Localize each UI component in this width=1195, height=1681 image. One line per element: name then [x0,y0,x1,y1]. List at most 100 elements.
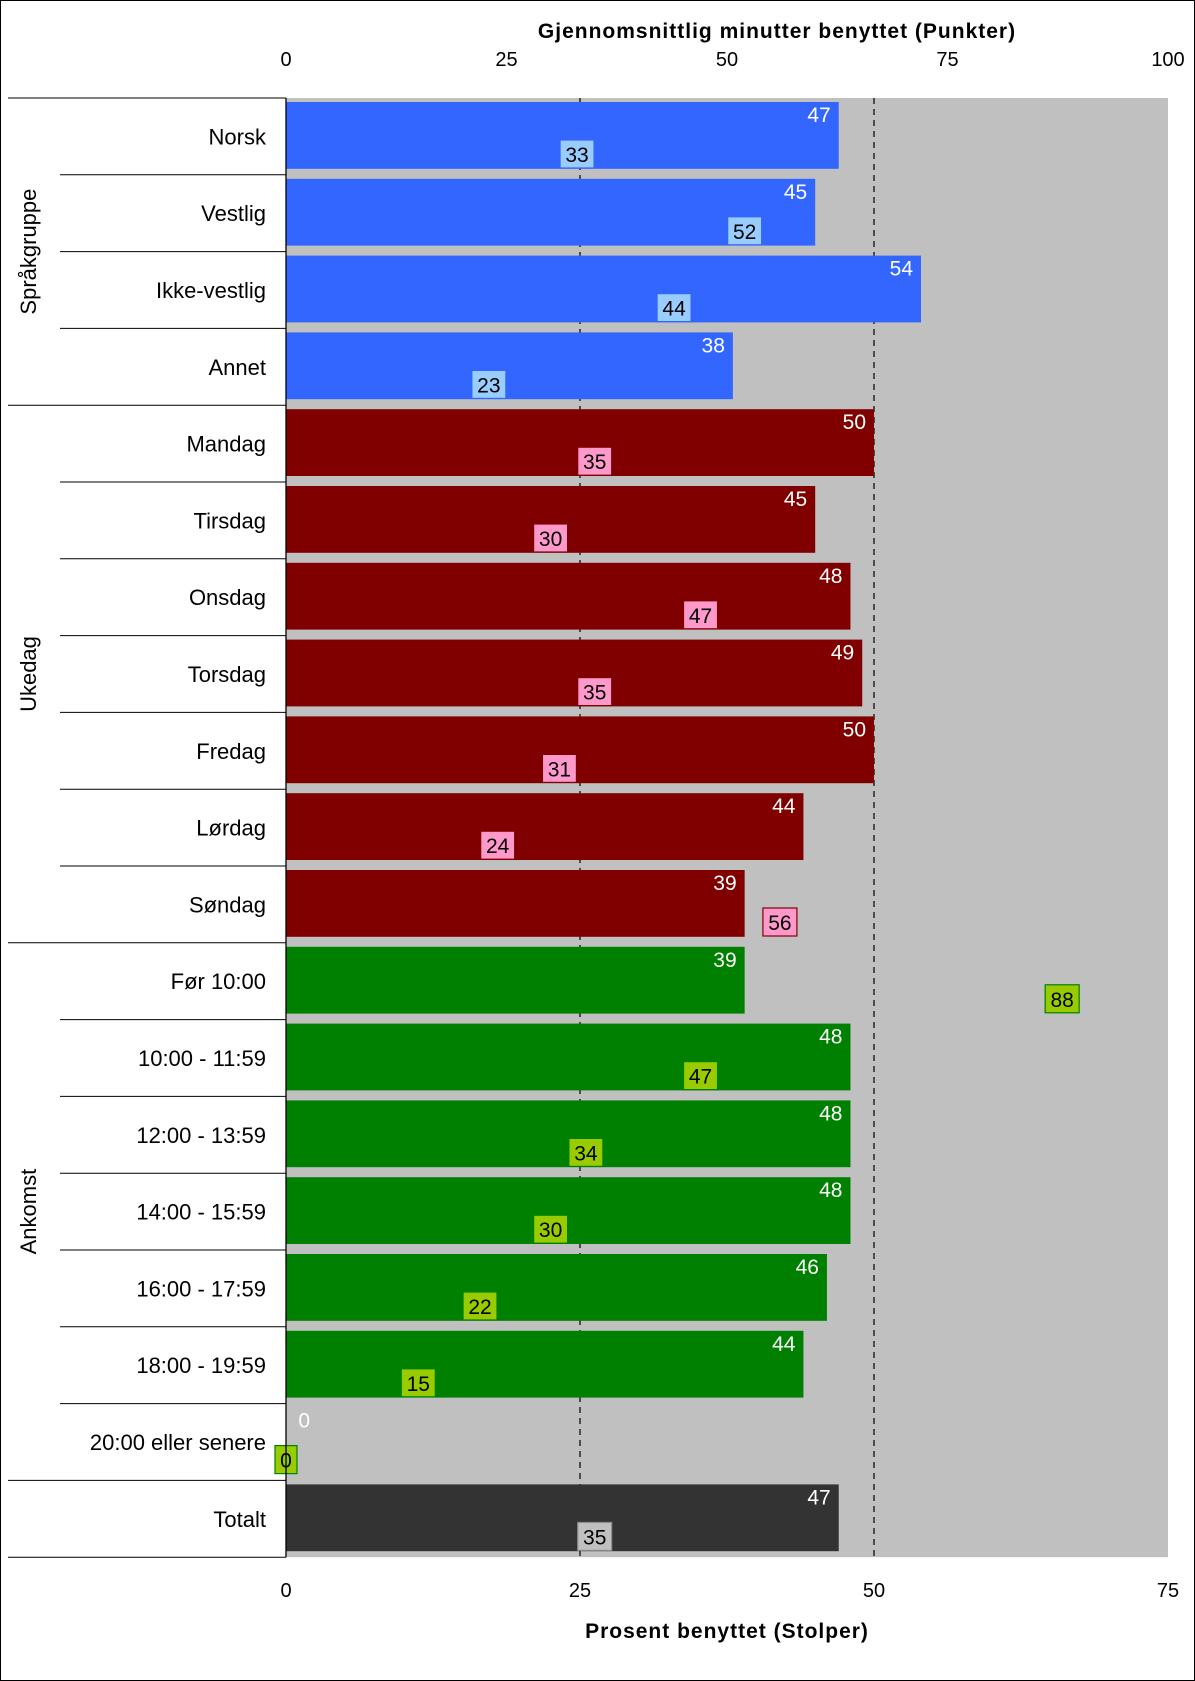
bar [286,178,816,246]
bar [286,946,745,1014]
bar [286,639,863,707]
point-marker [559,139,595,169]
point-value-label: 88 [1050,989,1073,1012]
point-value-label: 44 [662,298,686,321]
category-label: 14:00 - 15:59 [136,1200,266,1225]
point-marker [400,1368,436,1398]
bar-value-label: 47 [807,1486,830,1509]
bar-value-label: 47 [807,104,830,127]
bottom-tick-label: 25 [569,1580,591,1602]
category-label: Onsdag [189,585,266,610]
bar-value-label: 48 [819,1026,842,1049]
point-marker [1044,984,1080,1014]
point-value-label: 23 [477,374,500,397]
points: 33 52 44 23 35 30 47 35 31 24 56 88 47 34 30 22 15 0 35 [274,139,1080,1552]
point-value-label: 35 [583,682,606,705]
point-marker [577,1521,613,1552]
point-value-label: 35 [583,1526,606,1549]
category-label: Totalt [213,1507,266,1532]
category-label: 10:00 - 11:59 [138,1046,266,1071]
point-marker [568,1137,604,1168]
point-marker [682,1060,719,1091]
bottom-axis-title: Prosent benyttet (Stolper) [585,1620,869,1643]
bar-value-label: 45 [784,181,807,204]
category-label: Mandag [186,432,266,457]
category-label: Fredag [196,739,266,764]
point-value-label: 24 [486,835,510,858]
group-label: Ukedag [16,636,41,712]
point-value-label: 47 [689,1066,712,1089]
category-label: 20:00 eller senere [90,1430,266,1455]
point-marker [532,523,569,553]
point-marker [762,907,798,937]
bar-value-label: 46 [796,1256,819,1279]
point-value-label: 15 [407,1373,430,1396]
category-label: Annet [209,355,267,380]
point-value-label: 30 [539,1219,562,1242]
bar-value-label: 38 [702,334,725,357]
bar-value-label: 50 [843,718,866,741]
category-label: Norsk [209,124,267,149]
point-marker [480,830,516,860]
point-value-label: 52 [733,221,756,244]
bottom-tick-label: 0 [280,1580,291,1602]
point-value-label: 56 [768,912,791,935]
bar [286,562,851,630]
bar-value-label: 44 [772,1333,796,1356]
bar [286,1330,804,1398]
top-tick-label: 100 [1151,49,1184,71]
point-marker [471,369,507,399]
category-label: Ikke-vestlig [156,278,266,303]
bar [286,1100,851,1168]
bar [286,793,804,860]
point-marker [727,216,763,246]
category-label: Lørdag [196,816,266,841]
category-label: Vestlig [201,201,266,226]
group-label: Ankomst [16,1169,41,1255]
point-value-label: 34 [574,1142,598,1165]
bar [286,1023,851,1091]
category-label: Før 10:00 [171,969,266,994]
bar [286,255,922,323]
point-marker [462,1291,498,1321]
category-label: 12:00 - 13:59 [136,1123,266,1148]
category-label: Torsdag [188,662,266,687]
point-value-label: 35 [583,451,606,474]
bar-value-label: 48 [819,1102,842,1125]
bar-value-label: 49 [831,642,854,665]
bar [286,1254,827,1321]
category-label: 16:00 - 17:59 [136,1276,266,1301]
point-marker [682,600,719,630]
point-marker [577,676,613,707]
bar-value-label: 48 [819,565,842,588]
bottom-tick-label: 75 [1157,1580,1179,1602]
point-value-label: 22 [468,1296,491,1319]
point-marker [541,753,578,784]
bar [286,1177,851,1244]
bar [286,1484,839,1552]
top-tick-label: 25 [495,49,517,71]
bar-value-label: 54 [890,258,914,281]
bar-value-label: 0 [298,1410,310,1433]
point-marker [532,1214,569,1244]
bar-value-label: 50 [843,411,866,434]
bottom-tick-label: 50 [863,1580,885,1602]
group-label: Språkgruppe [16,189,41,315]
category-label: Tirsdag [193,508,266,533]
category-labels: Norsk Vestlig Ikke-vestlig Annet Mandag Tirsd… [16,124,267,1531]
bar-value-label: 39 [713,872,736,895]
top-axis-title: Gjennomsnittlig minutter benyttet (Punkt… [538,20,1016,43]
bar-value-label: 48 [819,1179,842,1202]
bar [286,870,745,937]
bar-value-label: 39 [713,949,736,972]
bar [286,716,874,784]
bar-value-label: 45 [784,488,807,511]
point-value-label: 31 [548,758,571,781]
category-label: Søndag [189,892,266,917]
category-label: 18:00 - 19:59 [136,1353,266,1378]
point-value-label: 33 [565,144,588,167]
point-marker [656,293,692,323]
point-marker [577,446,613,476]
top-tick-label: 75 [936,49,958,71]
